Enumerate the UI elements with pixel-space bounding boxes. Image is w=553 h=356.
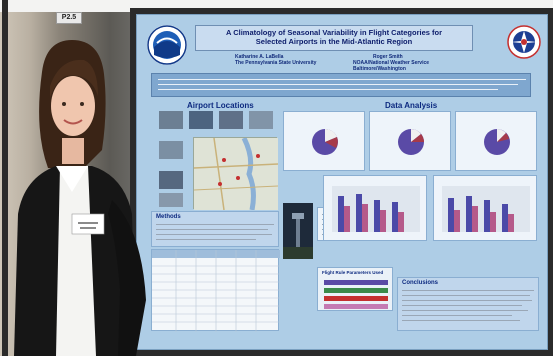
pie-chart <box>312 129 338 155</box>
poster-title: A Climatology of Seasonal Variability in… <box>195 25 473 51</box>
title-text: A Climatology of Seasonal Variability in… <box>196 28 472 46</box>
data-analysis-heading: Data Analysis <box>385 101 438 110</box>
legend-row <box>324 296 388 301</box>
conclusions-heading: Conclusions <box>402 280 439 286</box>
noaa-emblem-icon <box>147 25 187 65</box>
nws-logo <box>507 25 541 59</box>
airport-photo <box>189 111 213 129</box>
airport-photo <box>219 111 243 129</box>
pie-chart-panel <box>283 111 365 171</box>
airport-photo <box>159 141 183 159</box>
bar-chart <box>332 186 420 232</box>
noaa-logo <box>147 25 187 65</box>
methods-panel: Methods <box>151 211 279 247</box>
airport-photo <box>159 193 183 207</box>
presenter <box>14 40 146 356</box>
tower-graphic <box>283 203 313 259</box>
airport-tower-photo <box>283 203 313 259</box>
airport-photo <box>159 171 183 189</box>
bar-chart <box>442 186 530 232</box>
title-line-2: Selected Airports in the Mid-Atlantic Re… <box>255 37 413 46</box>
data-table <box>151 249 280 332</box>
table-grid <box>152 250 280 332</box>
affiliation-1: The Pennsylvania State University <box>235 60 317 66</box>
affiliation-2: NOAA/National Weather Service Baltimore/… <box>353 60 430 72</box>
airport-photo <box>159 111 183 129</box>
conclusions-panel: Conclusions <box>397 277 539 331</box>
legend-title: Flight Rule Parameters Used <box>322 270 384 275</box>
poster: A Climatology of Seasonal Variability in… <box>136 14 548 350</box>
authors: Katharine A. LaBella The Pennsylvania St… <box>195 53 473 72</box>
booth-tag: P2.5 <box>56 12 82 24</box>
title-line-1: A Climatology of Seasonal Variability in… <box>225 28 442 37</box>
airport-locations-heading: Airport Locations <box>187 101 254 110</box>
airport-map <box>193 136 279 211</box>
legend-row <box>324 288 388 293</box>
methods-heading: Methods <box>156 214 181 220</box>
pie-chart <box>484 129 510 155</box>
legend-panel: Flight Rule Parameters Used <box>317 267 393 311</box>
pie-chart-panel <box>455 111 537 171</box>
nws-emblem-icon <box>507 25 541 59</box>
abstract-box <box>151 73 531 97</box>
pie-chart-panel <box>369 111 451 171</box>
author-1: Katharine A. LaBella <box>235 54 284 60</box>
map-graphic <box>193 136 279 211</box>
legend-row <box>324 280 388 285</box>
door-frame <box>2 0 8 356</box>
airport-photo <box>249 111 273 129</box>
author-2: Roger Smith <box>373 54 403 60</box>
bar-chart-panel <box>323 175 427 241</box>
legend-row <box>324 304 388 309</box>
bar-chart-panel <box>433 175 537 241</box>
pie-chart <box>398 129 424 155</box>
